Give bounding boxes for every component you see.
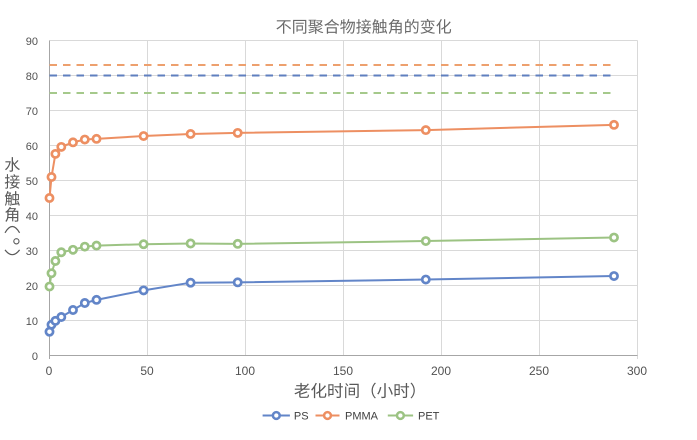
svg-text:50: 50 xyxy=(140,364,154,378)
svg-text:20: 20 xyxy=(26,281,38,293)
svg-text:70: 70 xyxy=(26,106,38,118)
svg-text:PET: PET xyxy=(418,411,440,423)
svg-text:100: 100 xyxy=(235,364,255,378)
svg-text:10: 10 xyxy=(26,316,38,328)
svg-text:30: 30 xyxy=(26,246,38,258)
svg-text:0: 0 xyxy=(46,364,53,378)
svg-text:200: 200 xyxy=(431,364,451,378)
svg-text:300: 300 xyxy=(627,364,647,378)
svg-text:250: 250 xyxy=(529,364,549,378)
svg-text:PMMA: PMMA xyxy=(345,411,379,423)
svg-text:PS: PS xyxy=(294,411,309,423)
svg-text:50: 50 xyxy=(26,176,38,188)
svg-text:150: 150 xyxy=(333,364,353,378)
svg-text:40: 40 xyxy=(26,211,38,223)
svg-text:90: 90 xyxy=(26,36,38,48)
svg-text:60: 60 xyxy=(26,141,38,153)
svg-text:80: 80 xyxy=(26,71,38,83)
svg-text:0: 0 xyxy=(32,351,38,363)
